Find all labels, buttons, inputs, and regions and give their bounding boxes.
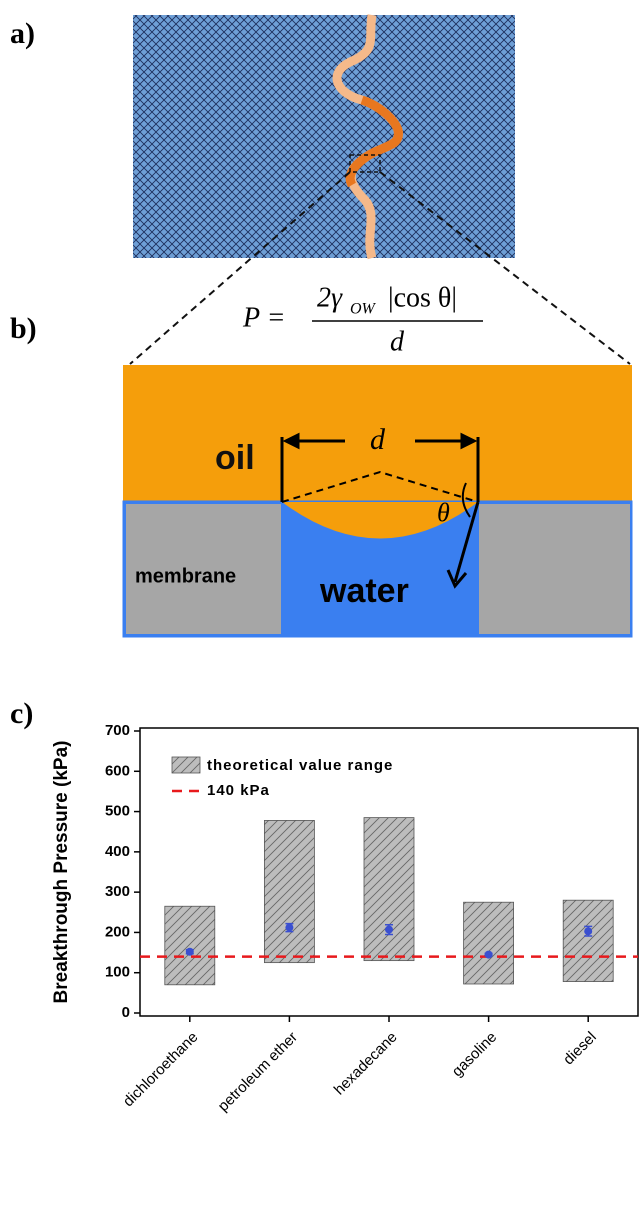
panel-label: c) <box>10 697 33 730</box>
legend-label: theoretical value range <box>207 757 393 774</box>
tension-arrow <box>446 501 480 589</box>
point <box>385 925 393 934</box>
formula-den: d <box>390 326 405 357</box>
range-box <box>562 899 614 982</box>
theta-label: θ <box>437 498 450 527</box>
d-label: d <box>370 423 386 456</box>
membrane-right <box>479 504 630 634</box>
zoom-line <box>129 171 351 365</box>
y-tick-label: 500 <box>105 803 130 820</box>
y-tick-label: 400 <box>105 843 130 860</box>
range-box <box>463 901 515 985</box>
formula-abs: |cos θ| <box>388 282 457 313</box>
point <box>584 927 593 936</box>
x-tick-label: gasoline <box>449 1029 501 1081</box>
x-tick-label: hexadecane <box>331 1029 401 1099</box>
oil-label: oil <box>215 439 255 477</box>
point <box>185 947 194 956</box>
angle-arc <box>461 482 471 518</box>
chart: 0 100 200 300 400 500 600 700 Breakthrough Press… <box>51 722 639 1115</box>
zoom-line <box>379 171 631 365</box>
oil-layer <box>123 365 632 502</box>
x-tick-label: diesel <box>560 1029 600 1069</box>
y-tick-label: 200 <box>105 923 130 940</box>
point <box>285 923 294 932</box>
zoom-box <box>349 154 381 173</box>
water-label: water <box>319 572 409 610</box>
point <box>484 950 493 959</box>
formula-num: 2γ <box>317 282 343 313</box>
y-tick-label: 600 <box>105 762 130 779</box>
meniscus <box>282 502 478 539</box>
x-tick-label: dichloroethane <box>120 1029 202 1111</box>
crack-oil <box>345 95 403 188</box>
range-box <box>363 817 415 962</box>
legend-label: 140 kPa <box>207 782 270 799</box>
panel-label: a) <box>10 17 35 50</box>
membrane-mesh <box>133 15 515 258</box>
legend-swatch <box>171 756 201 774</box>
range-box <box>164 905 216 986</box>
y-tick-label: 300 <box>105 883 130 900</box>
y-tick-label: 100 <box>105 964 130 981</box>
panel-label: b) <box>10 312 37 345</box>
x-tick-label: petroleum ether <box>215 1029 301 1115</box>
membrane-label: membrane <box>135 565 236 587</box>
membrane-left <box>126 504 281 634</box>
radius-lines <box>281 470 479 503</box>
y-tick-label: 700 <box>105 722 130 739</box>
y-axis-label: Breakthrough Pressure (kPa) <box>51 741 72 1004</box>
y-tick-label: 0 <box>122 1004 130 1021</box>
range-box <box>263 820 315 964</box>
formula-sub: OW <box>350 301 377 318</box>
formula: P = 2γ OW |cos θ| d <box>242 282 483 357</box>
formula-lhs: P = <box>242 302 286 333</box>
d-arrow <box>282 432 478 450</box>
